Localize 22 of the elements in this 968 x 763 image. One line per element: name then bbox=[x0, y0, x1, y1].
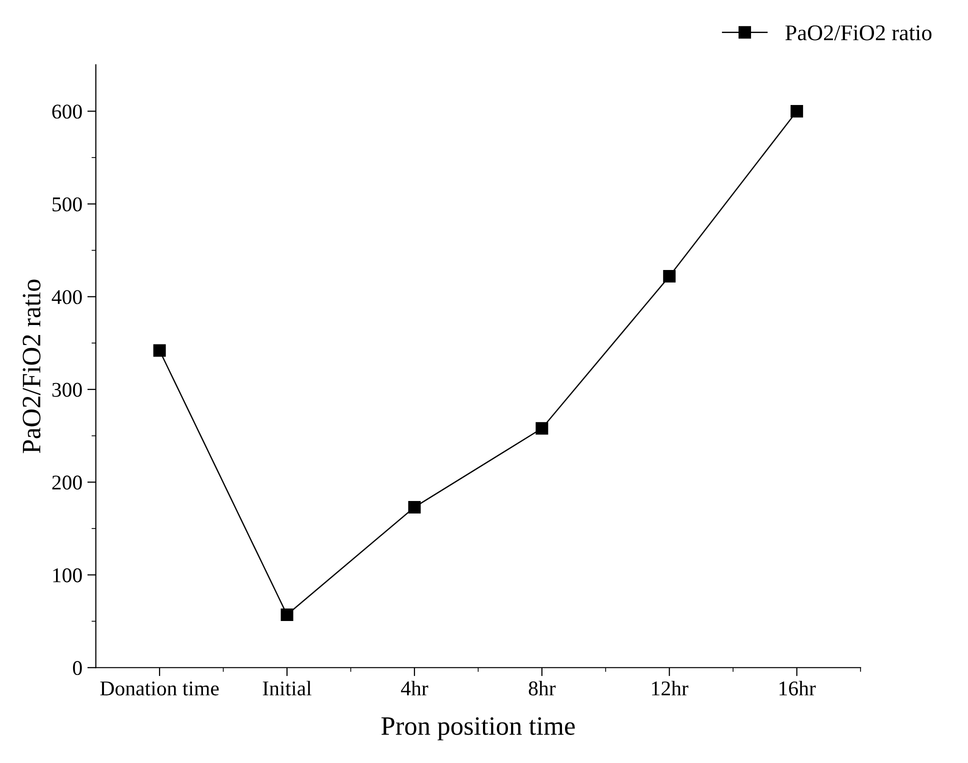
point bbox=[408, 500, 421, 514]
point bbox=[153, 344, 166, 357]
point bbox=[280, 608, 294, 622]
legend-label: PaO2/FiO2 ratio bbox=[785, 25, 932, 40]
point bbox=[663, 270, 676, 283]
y-tick-label: 0 bbox=[73, 661, 82, 676]
y-tick-label: 100 bbox=[53, 568, 82, 582]
y-tick-label: 600 bbox=[52, 104, 82, 119]
x-tick-label: Initial bbox=[262, 680, 312, 696]
point bbox=[536, 422, 548, 435]
y-tick-label: 500 bbox=[52, 197, 82, 212]
y-tick-label: 200 bbox=[52, 476, 82, 490]
y-tick-label: 400 bbox=[52, 290, 82, 304]
x-axis-title: Pron position time bbox=[381, 717, 575, 740]
y-axis-title: PaO2/FiO2 ratio bbox=[22, 280, 40, 454]
x-tick-label: Donation time bbox=[100, 681, 219, 696]
x-tick-label: 4hr bbox=[400, 680, 428, 696]
y-tick-label: 300 bbox=[52, 382, 82, 397]
x-tick-label: 8hr bbox=[528, 680, 556, 696]
x-tick-label: 12hr bbox=[652, 680, 688, 696]
x-tick-label: 16hr bbox=[780, 680, 816, 696]
point bbox=[790, 104, 804, 118]
